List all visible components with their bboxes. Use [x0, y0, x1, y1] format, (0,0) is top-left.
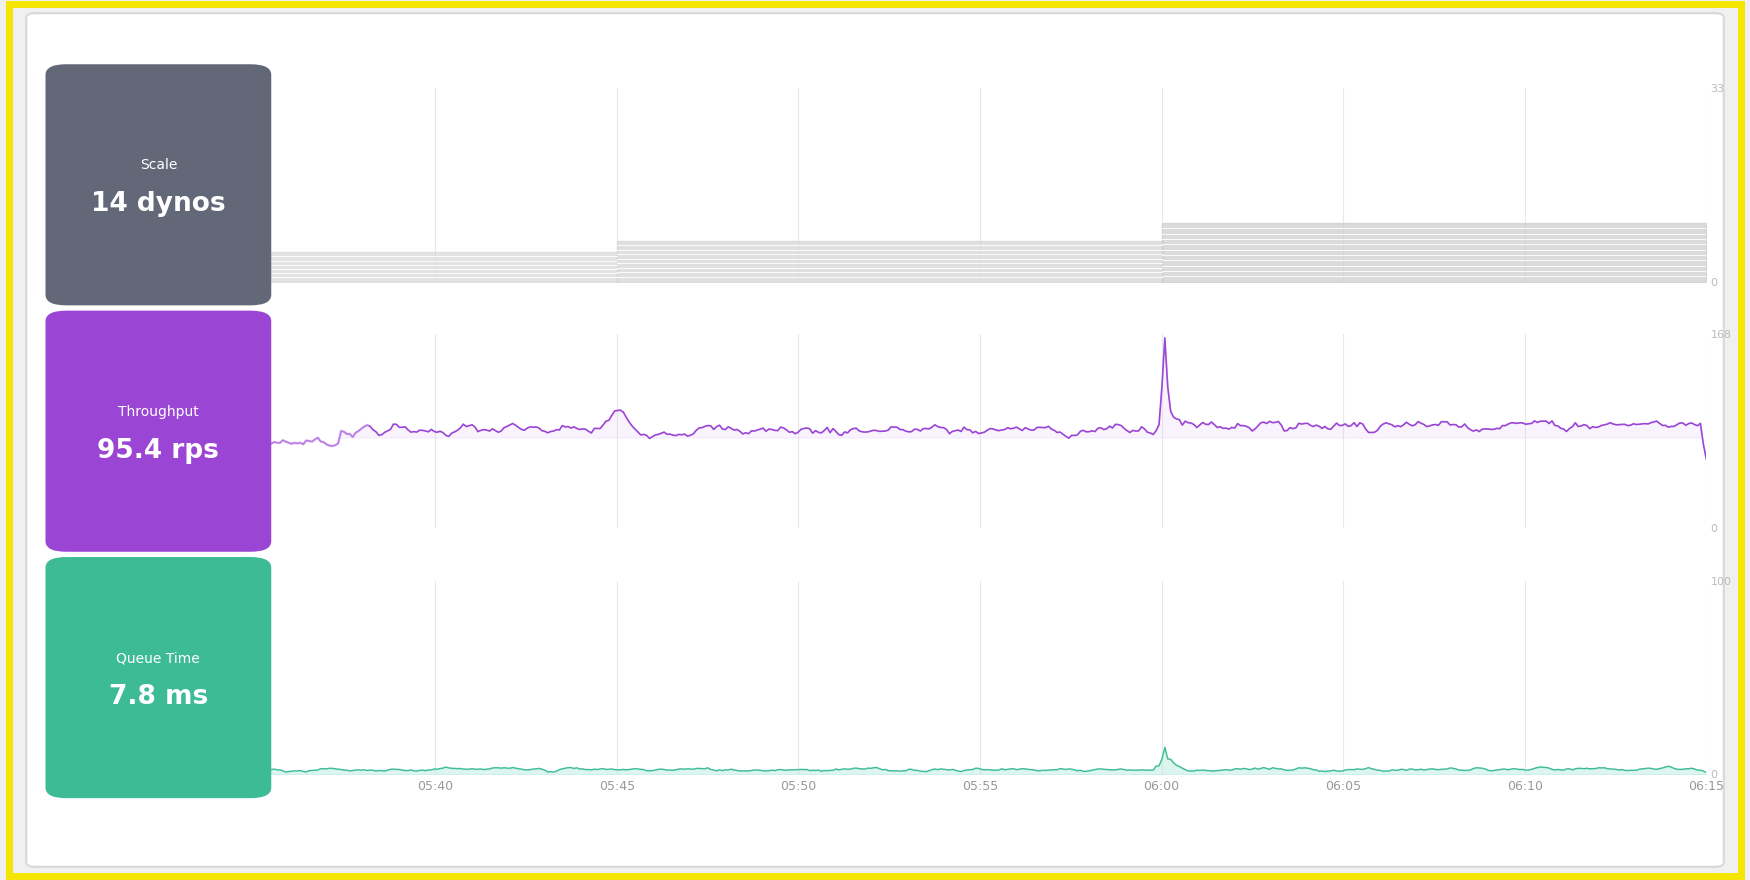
Text: Queue Time: Queue Time	[117, 651, 200, 665]
Text: Scale: Scale	[140, 158, 177, 172]
Text: 95.4 rps: 95.4 rps	[98, 437, 219, 464]
Text: Throughput: Throughput	[117, 405, 200, 419]
Text: 7.8 ms: 7.8 ms	[108, 684, 208, 710]
Text: 14 dynos: 14 dynos	[91, 191, 226, 217]
